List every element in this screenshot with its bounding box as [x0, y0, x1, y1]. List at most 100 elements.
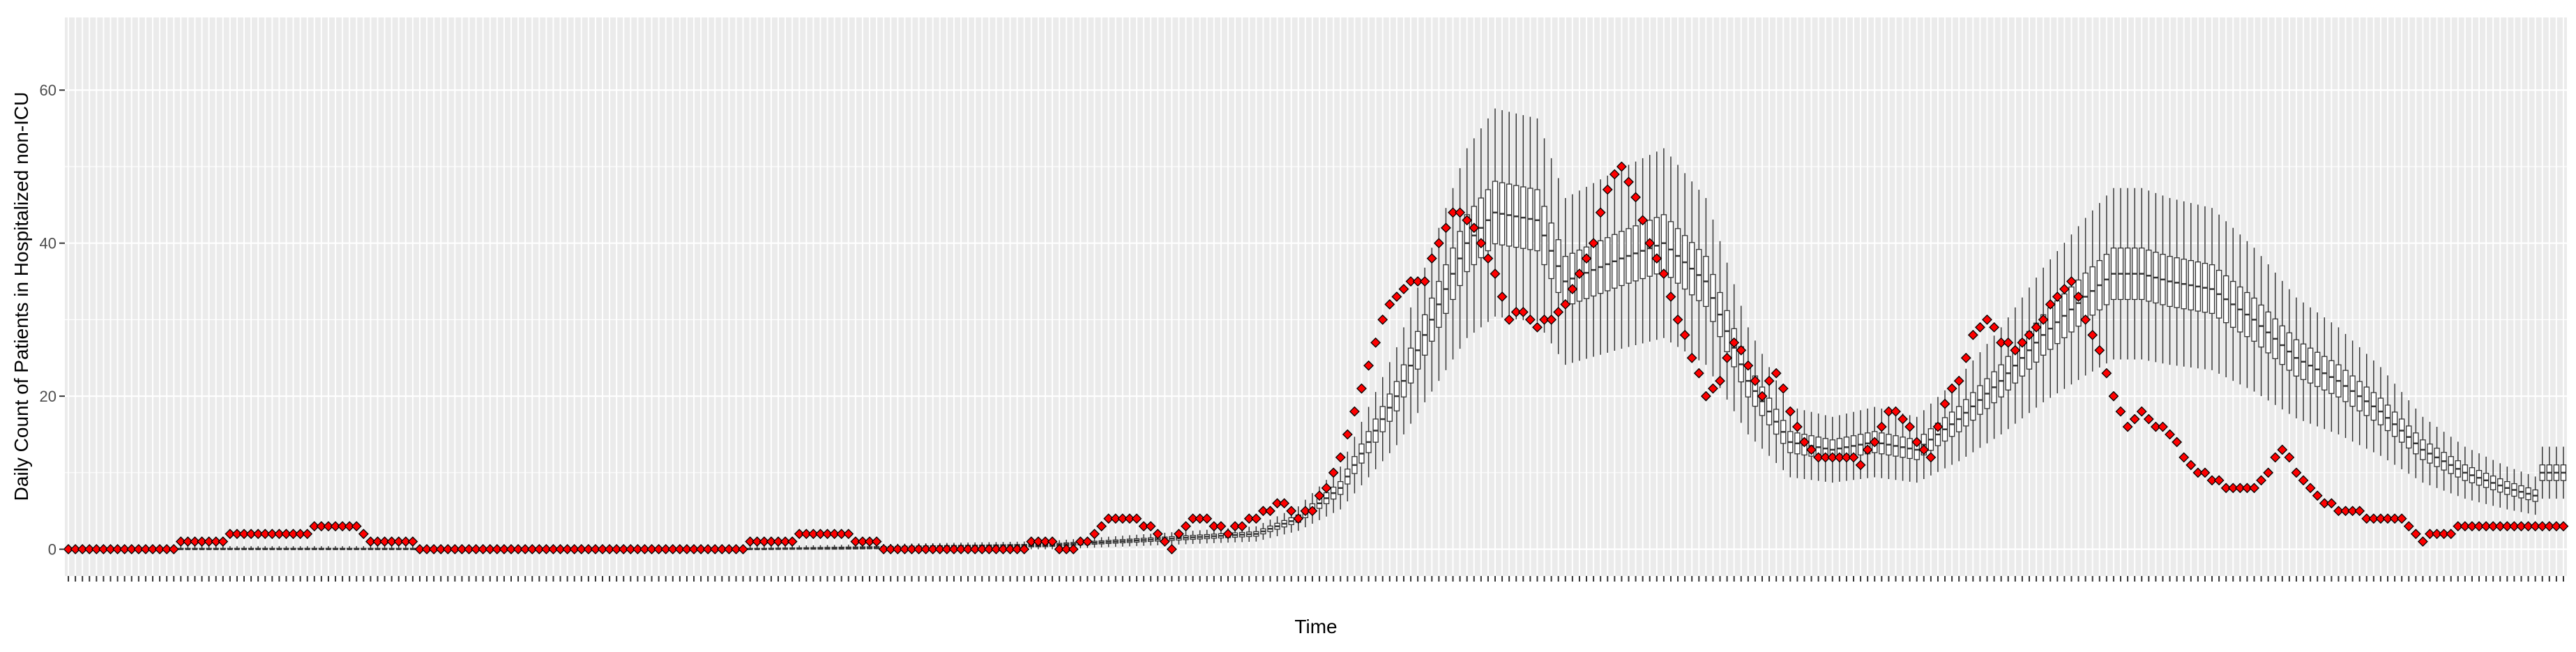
observed-point: [1651, 253, 1662, 264]
observed-point: [914, 544, 924, 555]
observed-point: [2382, 513, 2393, 524]
observed-point: [1005, 544, 1015, 555]
observed-point: [878, 544, 889, 555]
observed-point: [2480, 521, 2492, 532]
observed-point: [1047, 536, 1058, 547]
observed-point: [1891, 406, 1901, 417]
observed-point: [1637, 215, 1649, 226]
observed-point: [2073, 291, 2084, 302]
observed-point: [98, 544, 109, 555]
observed-point: [794, 529, 805, 540]
observed-point: [1630, 192, 1641, 203]
observed-point: [948, 544, 960, 555]
observed-point: [435, 544, 446, 555]
observed-point: [1110, 513, 1121, 524]
observed-point: [372, 536, 383, 547]
observed-point: [2108, 391, 2119, 402]
observed-point: [2551, 521, 2562, 532]
observed-point: [1138, 521, 1149, 532]
observed-point: [379, 536, 390, 547]
observed-point: [245, 529, 257, 540]
observed-point: [211, 536, 222, 547]
observed-point: [1236, 521, 1248, 532]
observed-point: [2199, 467, 2211, 478]
observed-point: [808, 529, 819, 540]
observed-point: [1490, 268, 1501, 280]
observed-point: [533, 544, 545, 555]
observed-point: [1040, 536, 1051, 547]
observed-point: [1553, 307, 1564, 317]
observed-point: [969, 544, 980, 555]
observed-point: [836, 529, 847, 540]
observed-point: [1686, 352, 1697, 363]
observed-point: [2038, 314, 2049, 325]
observed-point: [850, 536, 861, 547]
observed-point: [464, 544, 474, 555]
observed-point: [1096, 521, 1107, 532]
observed-point: [548, 544, 559, 555]
observed-point: [597, 544, 608, 555]
observed-point: [2340, 506, 2351, 517]
observed-point: [1764, 375, 1775, 386]
observed-point: [2389, 513, 2400, 524]
observed-point: [119, 544, 130, 555]
observed-point: [2143, 414, 2154, 425]
observed-point: [63, 544, 74, 555]
observed-point: [562, 544, 573, 555]
observed-point: [288, 529, 298, 540]
observed-point: [2136, 406, 2147, 417]
observed-point: [323, 521, 334, 532]
observed-point: [1574, 268, 1585, 280]
observed-point: [2284, 452, 2295, 463]
observed-point: [2544, 521, 2555, 532]
observed-point: [2333, 506, 2344, 517]
observed-point: [414, 544, 425, 555]
observed-point: [70, 544, 81, 555]
observed-point: [688, 544, 699, 555]
observed-point: [569, 544, 580, 555]
observed-point: [2277, 444, 2288, 455]
observed-point: [1715, 375, 1725, 386]
observed-point: [1497, 291, 1508, 302]
observed-point: [976, 544, 987, 555]
observed-point: [2537, 521, 2548, 532]
observed-point: [1750, 375, 1761, 386]
observed-point: [273, 529, 285, 540]
observed-point: [1117, 513, 1128, 524]
observed-points-series: [63, 161, 2569, 555]
observed-point: [773, 536, 784, 547]
observed-point: [225, 529, 236, 540]
observed-point: [2080, 314, 2091, 325]
observed-point: [1391, 291, 1402, 302]
observed-point: [941, 544, 953, 555]
observed-point: [864, 536, 875, 547]
observed-point: [1911, 437, 1923, 448]
observed-point: [1265, 506, 1275, 517]
observed-point: [1778, 383, 1789, 394]
observed-point: [1377, 314, 1388, 325]
observed-point: [2227, 483, 2238, 494]
observed-point: [991, 544, 1001, 555]
observed-point: [1524, 314, 1536, 325]
observed-point: [2501, 521, 2513, 532]
observed-point: [1757, 391, 1768, 402]
y-tick-label: 0: [48, 541, 56, 559]
observed-point: [724, 544, 734, 555]
observed-point: [358, 529, 369, 540]
observed-point: [766, 536, 777, 547]
observed-point: [1448, 207, 1458, 218]
observed-point: [351, 521, 362, 532]
observed-point: [1743, 360, 1754, 371]
observed-point: [1166, 544, 1177, 555]
observed-point: [492, 544, 503, 555]
observed-point: [1806, 444, 1817, 455]
observed-point: [154, 544, 165, 555]
y-tick-label: 40: [40, 235, 56, 252]
observed-point: [2263, 467, 2274, 478]
observed-point: [955, 544, 967, 555]
observed-point: [1595, 207, 1606, 218]
observed-point: [2185, 460, 2197, 471]
observed-point: [1510, 307, 1522, 317]
observed-point: [1342, 429, 1353, 440]
observed-point: [555, 544, 566, 555]
